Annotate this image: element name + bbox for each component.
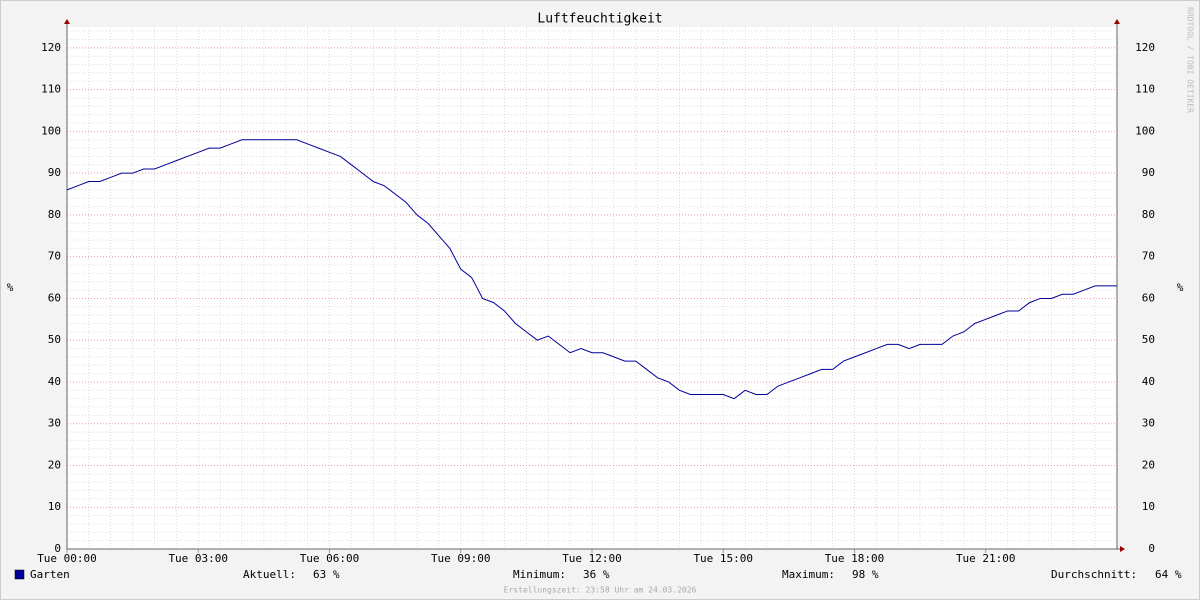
arrow: [64, 19, 70, 24]
y-tick-label: 100: [41, 124, 61, 137]
y-tick-label: 40: [48, 375, 61, 388]
x-tick-label: Tue 00:00: [37, 552, 97, 565]
y-tick-label-right: 0: [1148, 542, 1155, 555]
y-tick-label-right: 60: [1142, 291, 1155, 304]
x-tick-label: Tue 21:00: [956, 552, 1016, 565]
y-tick-label: 120: [41, 41, 61, 54]
series-line: [66, 139, 1117, 400]
stat-label: Aktuell:: [243, 568, 296, 581]
legend-label: Garten: [30, 568, 70, 581]
y-tick-label: 20: [48, 458, 61, 471]
x-tick-label: Tue 03:00: [168, 552, 228, 565]
y-tick-label-right: 80: [1142, 208, 1155, 221]
legend-swatch: [14, 569, 25, 580]
x-tick-label: Tue 06:00: [300, 552, 360, 565]
y-axis-label-right: %: [1177, 281, 1184, 294]
stat-value: 98 %: [852, 568, 879, 581]
arrow: [1114, 19, 1120, 24]
stat-label: Durchschnitt:: [1051, 568, 1137, 581]
y-tick-label-right: 40: [1142, 375, 1155, 388]
y-tick-label: 30: [48, 417, 61, 430]
y-tick-label: 80: [48, 208, 61, 221]
y-tick-label-right: 50: [1142, 333, 1155, 346]
chart-title: Luftfeuchtigkeit: [537, 12, 662, 27]
y-tick-label: 10: [48, 500, 61, 513]
arrow: [1120, 546, 1125, 552]
x-tick-label: Tue 09:00: [431, 552, 491, 565]
stat-label: Maximum:: [782, 568, 835, 581]
y-tick-label: 70: [48, 250, 61, 263]
stat-value: 63 %: [313, 568, 340, 581]
stat-value: 36 %: [583, 568, 610, 581]
stat-label: Minimum:: [513, 568, 566, 581]
x-tick-label: Tue 15:00: [693, 552, 753, 565]
y-tick-label-right: 70: [1142, 250, 1155, 263]
x-tick-label: Tue 18:00: [825, 552, 885, 565]
watermark: RRDTOOL / TOBI OETIKER: [1186, 7, 1195, 113]
y-tick-label-right: 110: [1135, 83, 1155, 96]
stat-value: 64 %: [1155, 568, 1182, 581]
footer: Erstellungszeit: 23:58 Uhr am 24.03.2026: [504, 586, 697, 595]
y-tick-label-right: 10: [1142, 500, 1155, 513]
y-tick-label: 50: [48, 333, 61, 346]
y-tick-label-right: 120: [1135, 41, 1155, 54]
y-tick-label-right: 20: [1142, 458, 1155, 471]
y-tick-label: 60: [48, 291, 61, 304]
x-tick-label: Tue 12:00: [562, 552, 622, 565]
y-tick-label: 0: [54, 542, 61, 555]
y-tick-label-right: 100: [1135, 124, 1155, 137]
y-tick-label: 110: [41, 83, 61, 96]
y-tick-label: 90: [48, 166, 61, 179]
y-tick-label-right: 90: [1142, 166, 1155, 179]
y-tick-label-right: 30: [1142, 417, 1155, 430]
y-axis-label: %: [7, 281, 14, 294]
